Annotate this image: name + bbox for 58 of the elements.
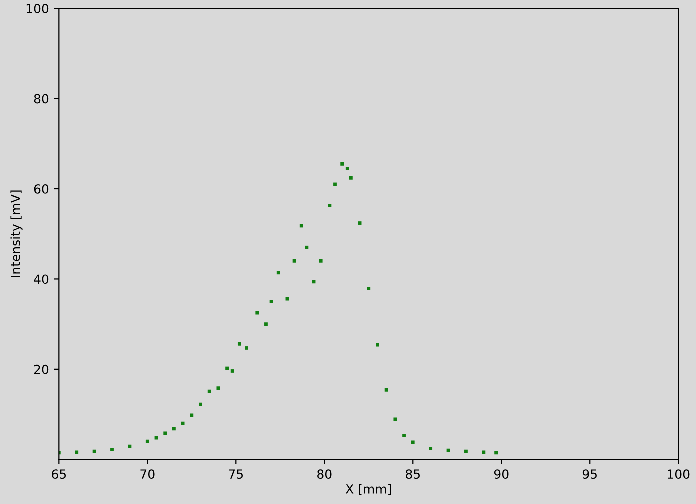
point — [110, 448, 114, 452]
x-tick-label: 85 — [406, 470, 420, 480]
point — [349, 176, 353, 180]
point — [319, 259, 323, 263]
x-tick-label: 100 — [668, 470, 690, 480]
point — [367, 286, 371, 290]
point — [394, 418, 398, 422]
x-tick-label: 90 — [494, 470, 509, 480]
point — [494, 451, 498, 455]
point — [146, 440, 150, 444]
y-tick-label: 20 — [34, 364, 49, 374]
point — [292, 259, 296, 263]
point — [75, 450, 79, 454]
point — [216, 386, 220, 390]
point — [238, 342, 242, 346]
x-axis-title: X [mm] — [346, 484, 392, 496]
point — [199, 402, 202, 406]
point — [340, 162, 344, 166]
point — [482, 450, 486, 454]
point — [411, 440, 415, 444]
point — [346, 167, 350, 170]
point — [190, 414, 194, 418]
point — [446, 448, 450, 452]
point — [334, 182, 337, 186]
x-tick-label: 80 — [318, 470, 332, 480]
x-tick-label: 75 — [229, 470, 244, 480]
y-tick-label: 100 — [26, 4, 49, 14]
point — [286, 297, 290, 301]
point — [305, 246, 309, 250]
point — [181, 422, 185, 426]
point — [230, 370, 234, 373]
x-tick-label: 70 — [140, 470, 155, 480]
point — [300, 224, 304, 228]
point — [429, 447, 433, 451]
point — [312, 280, 316, 284]
point — [464, 450, 468, 454]
point — [402, 434, 406, 438]
point — [172, 427, 176, 431]
y-tick-label: 60 — [34, 184, 49, 194]
y-axis-title: Intensity [mV] — [10, 190, 23, 278]
x-tick-label: 95 — [582, 470, 597, 480]
point — [384, 388, 388, 392]
point — [358, 222, 362, 225]
y-tick-label: 40 — [34, 274, 49, 284]
x-tick-label: 65 — [52, 470, 66, 480]
point — [264, 322, 268, 326]
point — [270, 300, 274, 304]
point — [328, 204, 332, 208]
point — [128, 444, 132, 448]
point — [245, 346, 248, 350]
y-tick-label: 80 — [34, 94, 49, 104]
point — [208, 390, 212, 394]
point — [226, 366, 229, 370]
point — [92, 450, 96, 454]
point — [276, 271, 280, 275]
point — [376, 343, 380, 347]
point — [256, 311, 260, 315]
point — [164, 432, 168, 436]
